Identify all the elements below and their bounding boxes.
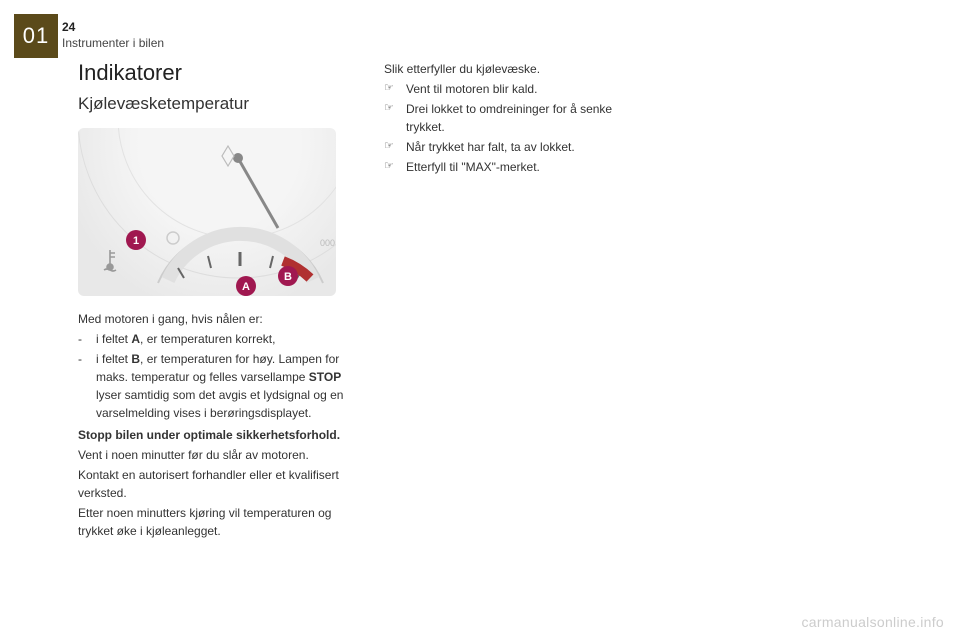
col1-para4: Etter noen minutters kjøring vil tempera… (78, 504, 348, 540)
chapter-badge: 01 (14, 14, 58, 58)
marker-1-label: 1 (133, 235, 139, 247)
step-2-text: Drei lokket to omdreininger for å senke … (406, 100, 654, 136)
col1-para3: Kontakt en autorisert forhandler eller e… (78, 466, 348, 502)
section-name: Instrumenter i bilen (62, 36, 164, 50)
marker-a-label: A (242, 281, 250, 293)
bullet-b-bold2: STOP (309, 370, 341, 384)
heading-coolant-temp: Kjølevæsketemperatur (78, 94, 348, 114)
pointer-icon: ☞ (384, 158, 406, 176)
heading-indicators: Indikatorer (78, 60, 348, 86)
gauge-svg: 000 1 A B (78, 128, 336, 296)
page-header: 24 Instrumenter i bilen (62, 20, 164, 50)
marker-b-label: B (284, 271, 292, 283)
pointer-icon: ☞ (384, 100, 406, 136)
svg-text:000: 000 (320, 238, 335, 248)
step-1: ☞ Vent til motoren blir kald. (384, 80, 654, 98)
col1-para-bold: Stopp bilen under optimale sikkerhetsfor… (78, 426, 348, 444)
bullet-b-bold: B (131, 352, 140, 366)
chapter-number: 01 (23, 23, 49, 49)
bullet-b-post2: lyser samtidig som det avgis et lydsigna… (96, 388, 343, 420)
col1-intro: Med motoren i gang, hvis nålen er: (78, 310, 348, 328)
pointer-icon: ☞ (384, 80, 406, 98)
column-right: Slik etterfyller du kjølevæske. ☞ Vent t… (384, 60, 654, 542)
dash: - (78, 350, 96, 422)
col1-body: Med motoren i gang, hvis nålen er: - i f… (78, 310, 348, 540)
col1-para2: Vent i noen minutter før du slår av moto… (78, 446, 348, 464)
bullet-a: - i feltet A, er temperaturen korrekt, (78, 330, 348, 348)
bullet-b: - i feltet B, er temperaturen for høy. L… (78, 350, 348, 422)
step-1-text: Vent til motoren blir kald. (406, 80, 654, 98)
bullet-b-pre: i feltet (96, 352, 131, 366)
watermark: carmanualsonline.info (802, 614, 945, 630)
bullet-b-text: i feltet B, er temperaturen for høy. Lam… (96, 350, 348, 422)
bullet-a-bold: A (131, 332, 140, 346)
step-4: ☞ Etterfyll til "MAX"-merket. (384, 158, 654, 176)
bullet-a-pre: i feltet (96, 332, 131, 346)
step-4-text: Etterfyll til "MAX"-merket. (406, 158, 654, 176)
bullet-a-post: , er temperaturen korrekt, (140, 332, 275, 346)
page-number: 24 (62, 20, 164, 34)
gauge-figure: 000 1 A B (78, 128, 336, 296)
dash: - (78, 330, 96, 348)
bullet-a-text: i feltet A, er temperaturen korrekt, (96, 330, 348, 348)
col2-body: Slik etterfyller du kjølevæske. ☞ Vent t… (384, 60, 654, 176)
step-2: ☞ Drei lokket to omdreininger for å senk… (384, 100, 654, 136)
col2-intro: Slik etterfyller du kjølevæske. (384, 60, 654, 78)
column-left: Indikatorer Kjølevæsketemperatur (78, 60, 348, 542)
pointer-icon: ☞ (384, 138, 406, 156)
content-columns: Indikatorer Kjølevæsketemperatur (78, 60, 654, 542)
step-3-text: Når trykket har falt, ta av lokket. (406, 138, 654, 156)
step-3: ☞ Når trykket har falt, ta av lokket. (384, 138, 654, 156)
